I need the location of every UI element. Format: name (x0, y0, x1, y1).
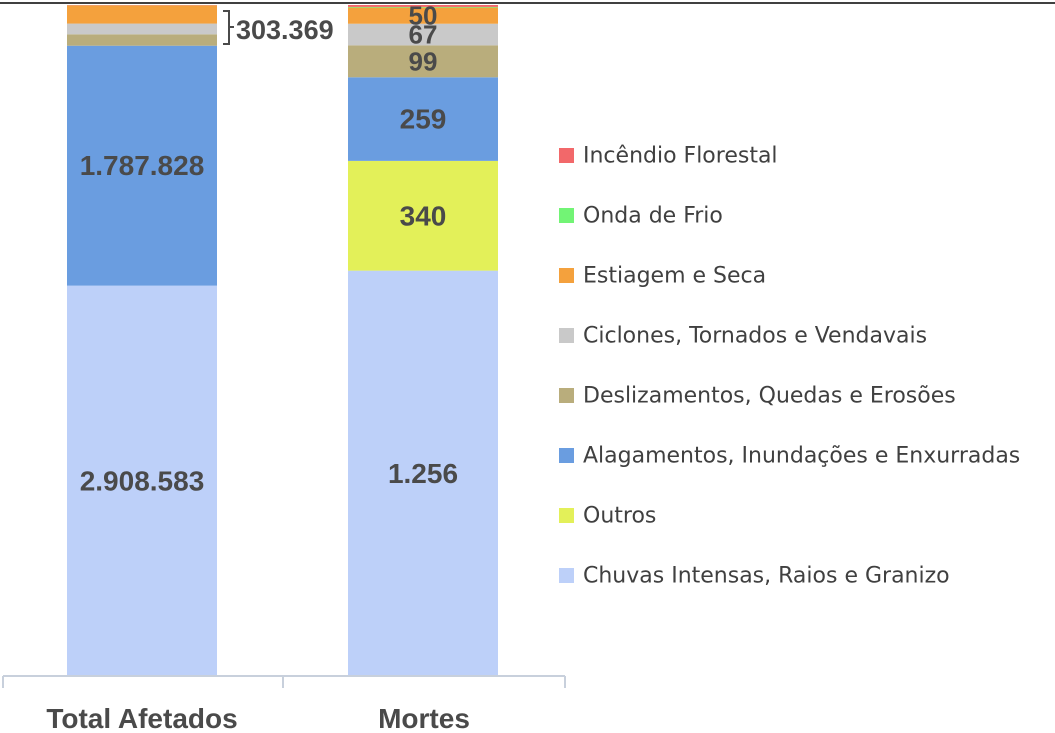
bar-segment-1-4 (348, 23, 498, 46)
bar-segment-0-4 (67, 23, 217, 35)
bar-segment-1-7 (348, 5, 498, 7)
bracket-label: 303.369 (236, 15, 334, 45)
legend: Incêndio Florestal Onda de Frio Estiagem e… (559, 144, 1020, 589)
bar-segment-1-1 (348, 160, 498, 271)
data-label-0-0: 2.908.583 (80, 465, 205, 496)
bar-segment-0-5 (67, 5, 217, 24)
legend-swatch-6 (559, 508, 574, 523)
legend-label-1: Onda de Frio (583, 204, 723, 229)
legend-swatch-1 (559, 208, 574, 223)
legend-swatch-2 (559, 268, 574, 283)
bars-group (67, 5, 498, 676)
legend-label-5: Alagamentos, Inundações e Enxurradas (583, 444, 1020, 469)
category-label-mortes: Mortes (378, 703, 470, 733)
legend-swatch-7 (559, 568, 574, 583)
data-label-1-2: 259 (400, 104, 447, 135)
data-label-1-5: 50 (409, 1, 438, 31)
legend-swatch-3 (559, 328, 574, 343)
legend-label-7: Chuvas Intensas, Raios e Granizo (583, 564, 950, 589)
data-label-1-3: 99 (409, 46, 438, 76)
legend-label-0: Incêndio Florestal (583, 144, 778, 169)
bar-segment-1-2 (348, 77, 498, 161)
bar-segment-1-5 (348, 7, 498, 24)
legend-label-3: Ciclones, Tornados e Vendavais (583, 324, 927, 349)
bar-segment-1-0 (348, 270, 498, 676)
legend-label-4: Deslizamentos, Quedas e Erosões (583, 384, 956, 409)
bar-segment-0-3 (67, 34, 217, 46)
data-label-1-1: 340 (400, 200, 447, 231)
bracket-shape (223, 10, 234, 45)
legend-swatch-0 (559, 148, 574, 163)
data-label-1-0: 1.256 (388, 458, 458, 489)
bar-segment-0-0 (67, 285, 217, 676)
data-label-0-2: 1.787.828 (80, 150, 205, 181)
data-label-1-4: 67 (409, 20, 438, 50)
bar-segment-0-2 (67, 45, 217, 286)
legend-label-2: Estiagem e Seca (583, 264, 766, 289)
bracket-annotation: 303.369 (223, 10, 334, 45)
legend-swatch-4 (559, 388, 574, 403)
category-label-total-afetados: Total Afetados (46, 703, 237, 733)
legend-swatch-5 (559, 448, 574, 463)
legend-label-6: Outros (583, 504, 656, 529)
bar-segment-1-6 (348, 6, 498, 8)
bar-segment-1-3 (348, 45, 498, 78)
